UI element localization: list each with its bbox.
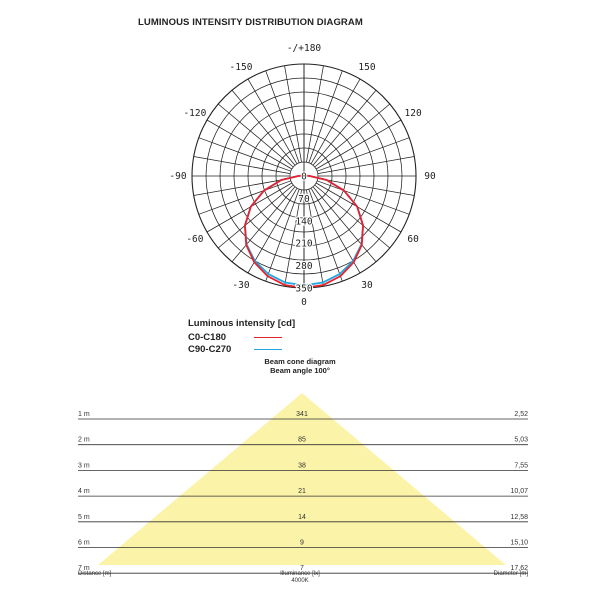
polar-grid — [191, 63, 417, 289]
polar-angle-label: -120 — [183, 108, 206, 119]
polar-spoke — [193, 156, 291, 174]
polar-radial-label: 0 — [301, 172, 307, 183]
polar-spoke — [308, 189, 343, 282]
cone-row-illuminance: 85 — [298, 437, 306, 444]
polar-spoke — [314, 184, 391, 249]
polar-angle-label: -30 — [232, 280, 249, 291]
footer-illuminance-cct: 4000K — [291, 578, 309, 584]
polar-spoke — [265, 189, 300, 282]
polar-angle-label: 0 — [301, 297, 307, 308]
polar-spoke — [231, 186, 296, 263]
legend-title: Luminous intensity [cd] — [188, 318, 296, 329]
cone-title: Beam cone diagram — [264, 357, 336, 366]
polar-spoke — [310, 187, 361, 274]
polar-spoke — [231, 89, 296, 166]
cone-row-illuminance: 38 — [298, 462, 306, 469]
polar-spoke — [206, 182, 293, 233]
polar-angle-label: -60 — [186, 234, 203, 245]
footer-illuminance: Illuminance [lx] 4000K — [250, 571, 350, 585]
polar-spoke — [217, 103, 294, 168]
legend-item-c0-c180: C0-C180 — [188, 331, 295, 343]
polar-spoke — [265, 70, 300, 163]
polar-spoke — [193, 178, 291, 196]
polar-curve-c0-c180 — [244, 174, 364, 289]
polar-spoke — [217, 184, 294, 249]
polar-spoke — [317, 178, 415, 196]
polar-angle-label: -/+180 — [287, 43, 322, 54]
polar-spoke — [247, 78, 298, 165]
polar-spoke — [314, 103, 391, 168]
polar-radial-label: 70 — [298, 194, 310, 205]
cone-row-distance: 6 m — [78, 540, 90, 547]
polar-spoke — [308, 70, 343, 163]
cone-row-diameter: 2,52 — [514, 411, 528, 418]
polar-angle-label: 120 — [405, 108, 422, 119]
cone-subtitle: Beam angle 100° — [270, 366, 330, 375]
polar-angle-label: 60 — [407, 234, 419, 245]
cone-row-distance: 2 m — [78, 437, 90, 444]
polar-angle-label: 150 — [358, 62, 375, 73]
polar-spoke — [284, 65, 302, 163]
beam-cone-rows: 1 m 341 2,52 2 m 85 5,03 3 m 38 7,55 4 m 21 10,07 5 … — [78, 411, 528, 574]
cone-row-distance: 3 m — [78, 462, 90, 469]
cone-row-diameter: 17,62 — [510, 565, 528, 572]
polar-spoke — [317, 156, 415, 174]
polar-spoke — [317, 180, 410, 215]
polar-spoke — [312, 186, 377, 263]
polar-angle-label: -90 — [169, 171, 186, 182]
footer-distance: Distance [m] — [78, 571, 112, 577]
cone-row-distance: 1 m — [78, 411, 90, 418]
cone-row-distance: 7 m — [78, 565, 90, 572]
cone-row-diameter: 12,58 — [510, 514, 528, 521]
polar-spoke — [206, 119, 293, 170]
legend-item-c90-c270: C90-C270 — [188, 343, 295, 355]
cone-title-block: Beam cone diagram Beam angle 100° — [0, 357, 600, 375]
cone-row-distance: 4 m — [78, 488, 90, 495]
legend-swatch-red — [254, 336, 282, 338]
polar-angle-label: 90 — [424, 171, 436, 182]
polar-curves — [244, 174, 364, 289]
cone-row-diameter: 15,10 — [510, 540, 528, 547]
polar-angle-label: 30 — [361, 280, 373, 291]
cone-row-diameter: 7,55 — [514, 462, 528, 469]
cone-row-illuminance: 7 — [300, 565, 304, 572]
legend-label: C90-C270 — [188, 343, 232, 355]
polar-spoke — [312, 89, 377, 166]
polar-spoke — [198, 180, 291, 215]
polar-spoke — [310, 78, 361, 165]
cone-row-illuminance: 341 — [296, 411, 308, 418]
polar-legend: Luminous intensity [cd] C0-C180 C90-C270 — [188, 318, 295, 355]
footer-diameter: Diameter [m] — [493, 571, 528, 577]
polar-spoke — [317, 137, 410, 172]
cone-row-distance: 5 m — [78, 514, 90, 521]
polar-chart-title: LUMINOUS INTENSITY DISTRIBUTION DIAGRAM — [138, 17, 363, 28]
cone-row-diameter: 10,07 — [510, 488, 528, 495]
cone-row-diameter: 5,03 — [514, 437, 528, 444]
polar-radial-label: 350 — [295, 284, 312, 295]
polar-radial-label: 210 — [295, 239, 312, 250]
polar-spoke — [284, 189, 302, 287]
polar-angle-label: -150 — [230, 62, 253, 73]
polar-radial-labels: 0 70 140 210 280 350 — [294, 170, 314, 295]
polar-spoke — [306, 189, 324, 287]
polar-spoke — [306, 65, 324, 163]
polar-spoke — [315, 119, 402, 170]
legend-label: C0-C180 — [188, 331, 227, 343]
polar-spoke — [247, 187, 298, 274]
legend-swatch-blue — [254, 348, 282, 350]
cone-row-illuminance: 9 — [300, 540, 304, 547]
footer-illuminance-label: Illuminance [lx] — [280, 571, 320, 577]
cone-row-illuminance: 14 — [298, 514, 306, 521]
cone-row-illuminance: 21 — [298, 488, 306, 495]
polar-spoke — [198, 137, 291, 172]
polar-spoke — [315, 182, 402, 233]
polar-angle-labels: -/+180 150 120 90 60 30 0 -30 -60 -90 -120 -150 — [169, 43, 436, 308]
polar-radial-label: 280 — [295, 261, 312, 272]
polar-radial-label: 140 — [295, 216, 312, 227]
